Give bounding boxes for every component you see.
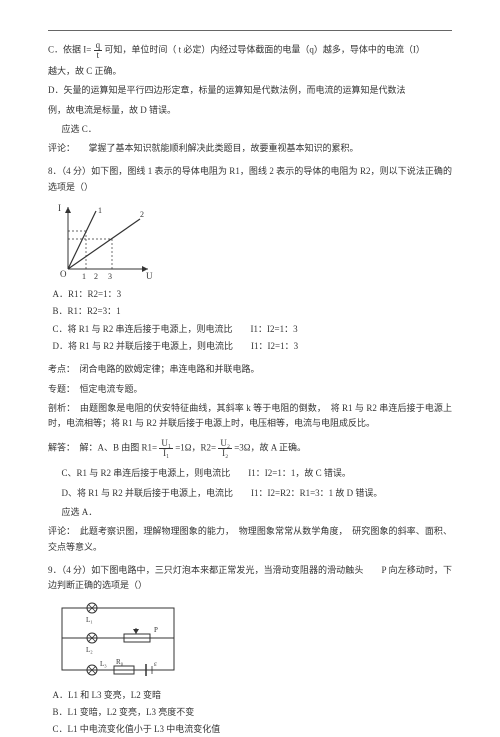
text-d1: D．矢量的运算知是平行四边形定章，标量的运算知是代数法例，而电流的运算知是代数法 [48,83,452,98]
frac-u2i2: U₂ I₂ [218,439,232,458]
svg-text:1: 1 [82,272,86,281]
fraction-q-t: q t [94,41,103,60]
svg-text:3: 3 [108,272,112,281]
frac-u1i1: U₁ I₁ [159,439,173,458]
q8-jd: 解答： 解：A、B 由图 R1= U₁ I₁ =1Ω，R2= U₂ I₂ =3Ω… [48,439,452,458]
svg-text:ε: ε [154,660,157,668]
q8-c: C．将 R1 与 R2 串连后接于电源上，则电流比 I1：I2=1：3 [53,322,453,337]
svg-text:P: P [154,626,158,634]
q9-title: 9．（4 分）如下图电路中，三只灯泡本来都正常发光，当滑动变阻器的滑动触头 P … [48,563,452,594]
q8-px: 剖析： 由题图象是电阻的伏安特征曲线，其斜率 k 等于电阻的倒数， 将 R1 与… [48,401,452,432]
svg-text:O: O [60,269,67,279]
answer-c: 应选 C． [48,122,452,137]
text-d2: 例，故电流是标量，故 D 错误。 [48,103,452,118]
q9-a: A．L1 和 L3 变亮，L2 变暗 [53,688,453,703]
q8-a: A．R1：R2=1：3 [53,287,453,302]
f2b: I₂ [218,449,232,458]
svg-text:L₃: L₃ [100,660,107,668]
c-prefix: C．依据 I= [48,45,91,55]
q9-b: B．L1 变暗，L2 变亮，L3 亮度不变 [53,705,453,720]
svg-text:2: 2 [140,210,144,219]
svg-text:L₁: L₁ [86,616,93,624]
svg-text:L₂: L₂ [86,646,93,654]
svg-text:R₀: R₀ [116,658,124,666]
f1b: I₁ [159,449,173,458]
jd-b: =1Ω，R2= [175,443,216,453]
q8-ans: 应选 A． [48,505,452,520]
svg-text:U: U [146,271,153,281]
q8-d: D．将 R1 与 R2 并联后接于电源上，则电流比 I1：I2=1：3 [53,339,453,354]
iu-graph: I U O 1 2 1 2 3 [54,201,154,281]
text-c1: C．依据 I= q t 可知，单位时间（ t 必定）内经过导体截面的电量（q）越… [48,41,452,60]
svg-text:1: 1 [98,206,102,215]
q8-zt: 专题： 恒定电流专题。 [48,382,452,397]
jd-a: 解答： 解：A、B 由图 R1= [48,443,157,453]
comment-top: 评论： 掌握了基本知识就能顺利解决此类题目，故要重视基本知识的累积。 [48,141,452,156]
q8-jd3: D、将 R1 与 R2 并联后接于电源上，电流比 I1：I2=R2：R1=3：1… [48,486,452,501]
svg-text:I: I [58,203,61,213]
q8-jd2: C、R1 与 R2 串连后接于电源上，则电流比 I1：I2=1：1，故 C 错误… [48,466,452,481]
jd-c: =3Ω，故 A 正确。 [234,443,306,453]
svg-text:2: 2 [94,272,98,281]
c-suffix: 可知，单位时间（ t 必定）内经过导体截面的电量（q）越多，导体中的电流（I） [104,45,425,55]
circuit-diagram: L₁ L₂ P L₃ R₀ ε [54,600,184,682]
q8-kp: 考点： 闭合电路的欧姆定律；串连电路和并联电路。 [48,362,452,377]
q8-b: B．R1：R2=3：1 [53,304,453,319]
text-c2: 越大，故 C 正确。 [48,64,452,79]
q9-c: C．L1 中电流变化值小于 L3 中电流变化值 [53,722,453,737]
top-rule [48,30,452,31]
q8-title: 8．（4 分）如下图，图线 1 表示的导体电阻为 R1，图线 2 表示的导体的电… [48,164,452,195]
frac-bot: t [94,51,103,60]
q8-cm: 评论： 此题考察识图，理解物理图象的能力， 物理图象常常从数学角度， 研究图象的… [48,524,452,555]
